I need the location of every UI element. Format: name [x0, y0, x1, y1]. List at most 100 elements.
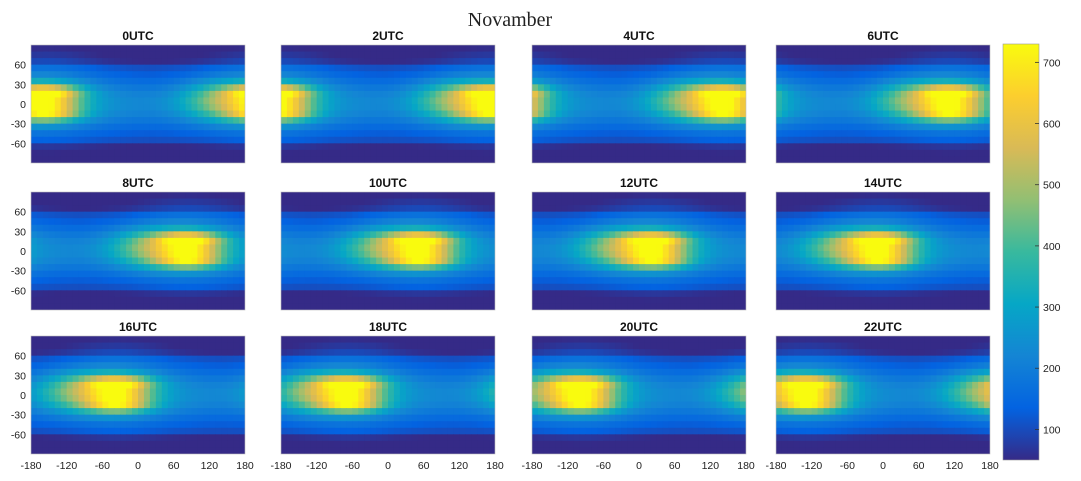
heatmap-cell [173, 77, 181, 85]
heatmap-cell [31, 58, 38, 66]
heatmap-cell [489, 104, 495, 112]
heatmap-cell [906, 84, 914, 92]
heatmap-cell [865, 71, 872, 79]
heatmap-cell [161, 264, 169, 272]
heatmap-cell [352, 97, 359, 105]
heatmap-cell [316, 192, 324, 200]
heatmap-cell [233, 45, 240, 53]
heatmap-cell [382, 110, 389, 118]
heatmap-cell [304, 237, 312, 246]
heatmap-cell [114, 244, 121, 252]
heatmap-cell [179, 45, 187, 53]
heatmap-cell [173, 205, 181, 213]
heatmap-cell [722, 251, 729, 259]
heatmap-cell [143, 51, 151, 59]
heatmap-cell [579, 84, 587, 92]
heatmap-cell [734, 77, 741, 85]
heatmap-cell [197, 149, 204, 158]
heatmap-cell [126, 198, 133, 206]
heatmap-cell [532, 130, 539, 138]
heatmap-cell [310, 198, 318, 206]
heatmap-cell [310, 58, 318, 66]
heatmap-cell [352, 237, 359, 246]
heatmap-cell [286, 84, 294, 92]
heatmap-cell [286, 51, 294, 59]
heatmap-cell [597, 283, 604, 291]
heatmap-cell [227, 104, 234, 112]
heatmap-cell [948, 64, 955, 72]
heatmap-cell [644, 224, 652, 232]
heatmap-cell [853, 156, 860, 163]
heatmap-cell [537, 90, 545, 99]
heatmap-cell [483, 136, 490, 144]
heatmap-cell [811, 130, 819, 138]
heatmap-cell [555, 51, 563, 59]
heatmap-cell [346, 211, 353, 219]
heatmap-cell [734, 218, 741, 226]
heatmap-cell [149, 64, 157, 72]
heatmap-cell [358, 77, 365, 85]
heatmap-cell [352, 84, 359, 92]
heatmap-cell [906, 90, 914, 99]
heatmap-cell [173, 71, 181, 79]
heatmap-cell [197, 296, 204, 305]
heatmap-cell [393, 198, 401, 206]
heatmap-cell [978, 97, 985, 105]
heatmap-cell [853, 117, 860, 125]
heatmap-cell [960, 251, 967, 259]
heatmap-cell [787, 104, 795, 112]
heatmap-cell [167, 77, 175, 85]
heatmap-cell [167, 283, 175, 291]
heatmap-cell [179, 143, 187, 151]
heatmap-cell [859, 130, 866, 138]
heatmap-cell [328, 97, 336, 105]
heatmap-cell [155, 211, 163, 219]
heatmap-cell [662, 110, 670, 118]
heatmap-cell [388, 244, 395, 252]
heatmap-cell [579, 71, 587, 79]
heatmap-cell [781, 198, 789, 206]
heatmap-cell [78, 110, 86, 118]
heatmap-cell [316, 77, 324, 85]
heatmap-cell [972, 143, 979, 151]
heatmap-cell [54, 149, 62, 158]
heatmap-cell [489, 283, 495, 291]
heatmap-cell [423, 123, 431, 131]
heatmap-cell [417, 156, 425, 163]
heatmap-cell [483, 156, 490, 163]
heatmap-cell [633, 244, 640, 252]
heatmap-cell [609, 136, 616, 144]
heatmap-cell [102, 198, 109, 206]
heatmap-cell [447, 264, 454, 272]
heatmap-cell [441, 84, 449, 92]
heatmap-cell [453, 211, 460, 219]
heatmap-cell [227, 45, 234, 53]
heatmap-cell [429, 77, 437, 85]
heatmap-cell [906, 136, 914, 144]
heatmap-cell [603, 143, 610, 151]
heatmap-cell [60, 205, 68, 213]
heatmap-cell [161, 296, 169, 305]
heatmap-cell [31, 211, 38, 219]
heatmap-cell [805, 71, 813, 79]
heatmap-cell [954, 130, 961, 138]
heatmap-cell [567, 231, 575, 239]
heatmap-cell [281, 84, 288, 92]
y-tick-label: 0 [20, 99, 26, 111]
heatmap-cell [960, 77, 967, 85]
heatmap-cell [114, 303, 121, 310]
heatmap-cell [948, 149, 955, 158]
heatmap-cell [459, 123, 466, 131]
heatmap-cell [281, 251, 288, 259]
heatmap-cell [532, 218, 539, 226]
heatmap-cell [340, 270, 347, 278]
heatmap-cell [954, 156, 961, 163]
heatmap-cell [644, 51, 652, 59]
heatmap-cell [126, 71, 133, 79]
heatmap-cell [179, 277, 187, 285]
heatmap-cell [930, 149, 938, 158]
heatmap-cell [972, 257, 979, 265]
heatmap-cell [639, 136, 646, 144]
heatmap-cell [644, 192, 652, 200]
heatmap-cell [179, 77, 187, 85]
